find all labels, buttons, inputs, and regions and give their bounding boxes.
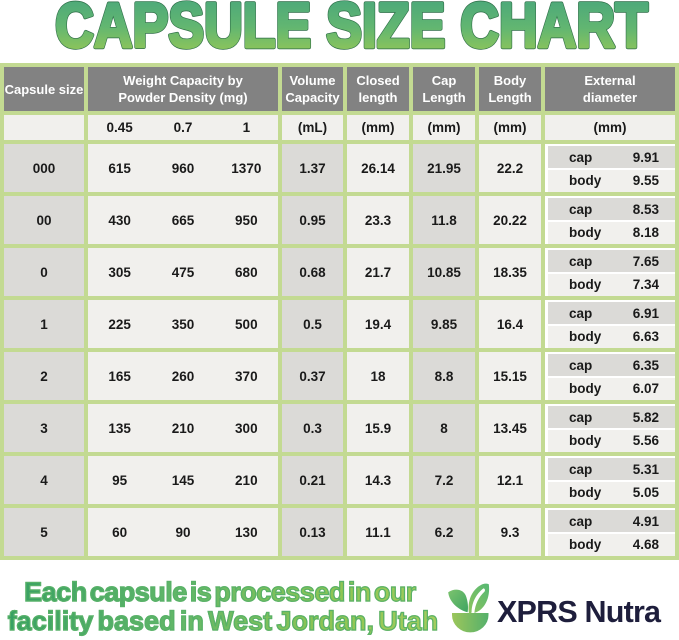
- svg-text:CAPSULE SIZE CHART: CAPSULE SIZE CHART: [55, 0, 648, 61]
- svg-text:CAPSULE SIZE CHART: CAPSULE SIZE CHART: [55, 0, 648, 61]
